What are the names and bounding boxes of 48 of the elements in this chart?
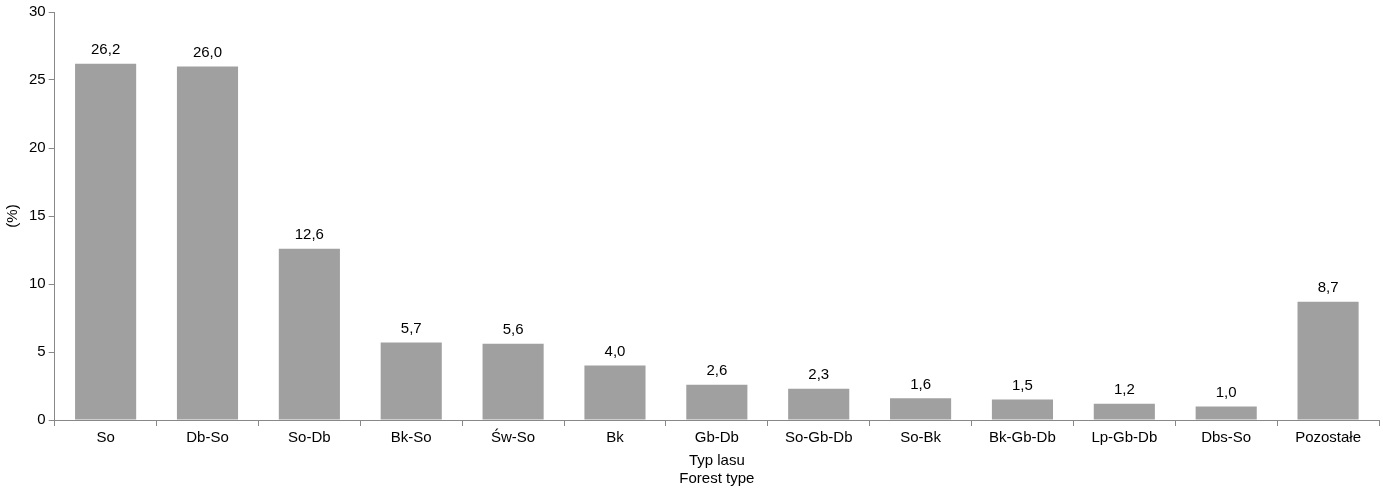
y-tick-label: 25 [29,70,46,88]
x-tick-label: Bk-So [390,428,432,446]
bar [890,398,952,420]
x-tick-label: Db-So [186,428,229,446]
x-tick-label: Bk [606,428,625,446]
data-label: 5,6 [502,320,524,338]
bar [1297,301,1359,420]
data-label: 2,6 [706,361,728,379]
y-tick-label: 15 [29,206,46,224]
x-tick-label: Dbs-So [1201,428,1252,446]
data-label: 26,0 [192,43,223,61]
bar [686,384,748,420]
bar [75,63,137,420]
x-tick-label: Gb-Db [694,428,739,446]
data-label: 8,7 [1317,278,1339,296]
data-label: 1,6 [910,374,932,392]
x-tick-label: So-Bk [900,428,942,446]
bar [278,248,340,420]
x-tick-label: So-Gb-Db [784,428,853,446]
x-tick-label: So [96,428,115,446]
data-label: 1,2 [1113,380,1135,398]
x-tick-label: Pozostałe [1295,428,1361,446]
data-label: 26,2 [91,40,121,58]
bar [584,365,646,420]
data-label: 12,6 [294,225,324,243]
x-tick-label: So-Db [288,428,331,446]
bar [380,342,442,420]
bar [1195,406,1257,420]
y-tick-label: 30 [29,2,46,20]
bar [991,399,1054,420]
x-axis-title: Typ lasu Forest type [679,451,755,487]
data-label: 2,3 [808,365,830,383]
bar [482,343,544,420]
data-label: 1,0 [1215,383,1237,401]
y-tick-label: 5 [37,342,46,360]
x-tick-label: Lp-Gb-Db [1091,428,1158,446]
x-tick-label: Bk-Gb-Db [989,428,1056,446]
data-label: 4,0 [604,342,626,360]
bar [788,388,850,420]
y-tick-label: 0 [37,410,46,428]
y-tick-label: 10 [29,274,46,292]
x-tick-label: Św-So [491,428,536,446]
bar [1093,403,1155,420]
bar [176,66,239,420]
y-axis-title: (%) [3,204,21,228]
data-label: 1,5 [1012,376,1033,394]
y-tick-label: 20 [29,138,46,156]
data-label: 5,7 [400,319,422,337]
